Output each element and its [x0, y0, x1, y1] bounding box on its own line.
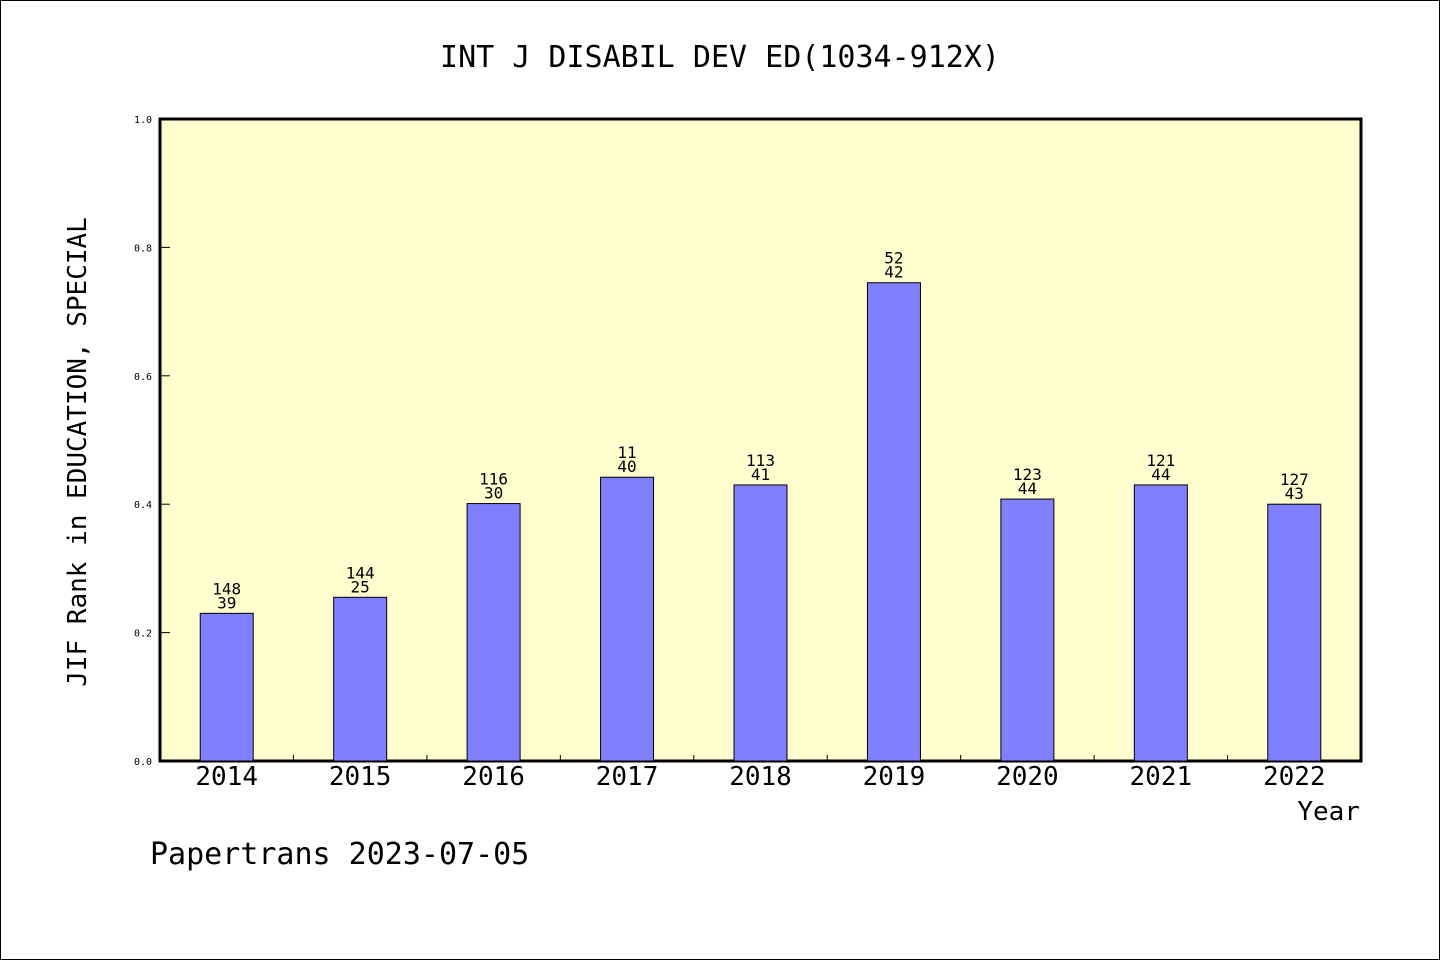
bar-label-bottom: 30: [484, 484, 503, 503]
y-tick-label: 1.0: [134, 115, 152, 126]
y-axis-label: JIF Rank in EDUCATION, SPECIAL: [63, 217, 93, 687]
bar-label-top: 121: [1146, 451, 1175, 470]
bar-label-top: 116: [479, 470, 508, 489]
bar-label-bottom: 39: [217, 593, 236, 612]
bar-label-top: 113: [746, 451, 775, 470]
x-tick-label: 2015: [329, 762, 392, 792]
y-tick-label: 0.0: [134, 757, 152, 768]
y-tick-label: 0.4: [134, 500, 152, 511]
bar-label-bottom: 44: [1151, 465, 1170, 484]
bar-2014: [199, 612, 254, 762]
bar-2022: [1267, 503, 1322, 762]
x-tick-label: 2016: [462, 762, 525, 792]
bar-label-top: 123: [1013, 465, 1042, 484]
chart-title: INT J DISABIL DEV ED(1034-912X): [440, 40, 1000, 75]
bar-2019: [866, 282, 921, 762]
bar-label-top: 144: [346, 563, 375, 582]
bar-label-top: 52: [884, 249, 903, 268]
x-tick-label: 2022: [1263, 762, 1326, 792]
x-tick-label: 2014: [195, 762, 258, 792]
bar-2016: [466, 503, 521, 762]
bar-label-bottom: 25: [351, 577, 370, 596]
bar-2020: [1000, 498, 1055, 762]
x-tick-label: 2019: [863, 762, 926, 792]
bar-label-bottom: 42: [884, 263, 903, 282]
bars: [199, 282, 1322, 762]
bar-label-top: 11: [617, 443, 636, 462]
bar-2018: [733, 484, 788, 762]
bar-label-bottom: 40: [617, 457, 636, 476]
bar-2021: [1133, 484, 1188, 762]
bar-label-bottom: 41: [751, 465, 770, 484]
bar-label-top: 148: [212, 579, 241, 598]
x-axis: 2014 2015 2016 2017 2018 2019 2020 2021 2022: [195, 755, 1326, 792]
x-tick-label: 2017: [596, 762, 659, 792]
x-tick-label: 2018: [729, 762, 792, 792]
y-tick-label: 0.6: [134, 372, 152, 383]
y-tick-label: 0.8: [134, 243, 152, 254]
y-axis: 0.0 0.2 0.4 0.6 0.8 1.0: [134, 115, 170, 768]
bar-label-bottom: 44: [1018, 479, 1037, 498]
bar-label-bottom: 43: [1285, 484, 1304, 503]
footer-credit: Papertrans 2023-07-05: [150, 837, 529, 872]
x-axis-label: Year: [1297, 797, 1360, 827]
x-tick-label: 2020: [996, 762, 1059, 792]
bar-2015: [333, 596, 388, 762]
bar-2017: [600, 476, 655, 762]
bar-label-top: 127: [1280, 470, 1309, 489]
x-tick-label: 2021: [1130, 762, 1193, 792]
y-tick-label: 0.2: [134, 629, 152, 640]
